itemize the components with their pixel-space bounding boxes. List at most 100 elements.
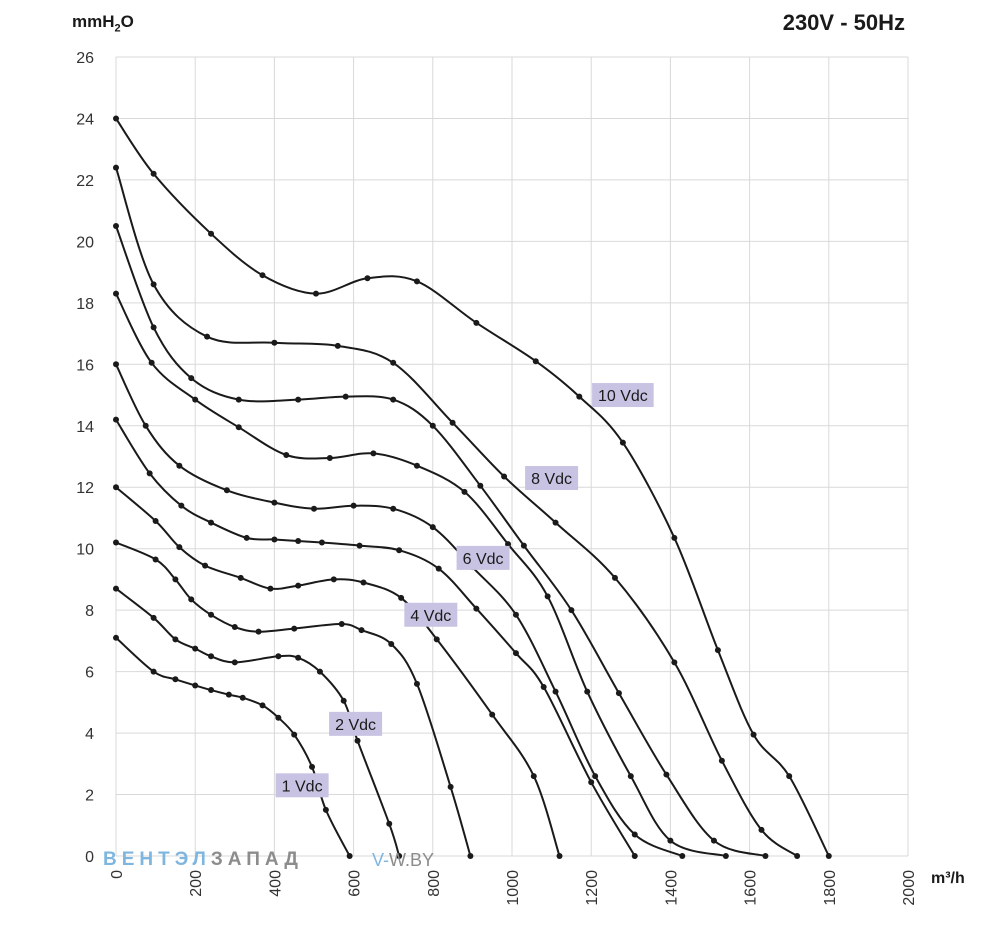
data-point [188,375,195,382]
data-point [275,714,282,721]
data-point [243,534,250,541]
data-point [390,505,397,512]
data-point [295,654,302,661]
data-point [152,518,159,525]
data-point [192,396,199,403]
data-point [255,628,262,635]
data-point [235,396,242,403]
data-point [390,396,397,403]
data-point [505,541,512,548]
curve-label-bg [329,711,383,736]
data-point [312,290,319,297]
data-point [568,607,575,614]
curve-label-bg [592,383,654,408]
data-point [512,611,519,618]
x-tick-label: 1200 [584,870,601,906]
y-tick-label: 2 [85,788,94,805]
data-point [113,361,119,368]
data-point [291,625,298,632]
data-point [346,853,353,859]
y-tick-label: 18 [76,296,94,313]
data-point [271,536,278,543]
data-point [113,416,119,423]
data-point [150,668,157,675]
data-point [178,502,185,509]
data-point [356,542,363,549]
data-point [429,524,436,531]
data-point [477,482,484,489]
curve-labels: 1 Vdc 2 Vdc 4 Vdc 6 Vdc 8 Vdc 10 Vdc [275,383,654,798]
data-point [671,534,678,541]
chart-title: 230V - 50Hz [782,10,905,35]
data-point [146,470,153,477]
data-point [150,170,157,177]
y-tick-label: 22 [76,173,94,190]
data-point [667,837,674,844]
data-point [176,462,183,469]
data-point [627,773,634,780]
data-point [283,451,290,458]
data-point [750,731,757,738]
data-point [295,538,302,545]
y-tick-label: 4 [85,726,94,743]
data-point [311,505,317,512]
data-point [552,688,559,695]
data-point [473,319,480,326]
y-tick-label: 26 [76,50,94,67]
data-point [611,574,618,581]
data-point [398,594,405,601]
data-point [370,450,377,457]
data-point [714,647,721,654]
data-point [386,820,393,827]
data-point [202,562,209,569]
data-point [330,576,337,583]
data-point [671,659,678,666]
data-point [447,783,454,790]
data-point [271,499,278,506]
series-line-5 [115,363,683,857]
data-point [413,680,420,687]
data-point [267,585,274,592]
data-point [520,542,527,549]
curve-label-bg [456,545,510,570]
data-point [433,636,440,643]
data-point [679,853,686,859]
data-point [172,576,179,583]
data-point [413,462,420,469]
data-point [354,737,361,744]
data-point [342,393,349,400]
data-point [615,690,622,697]
data-point [552,519,559,526]
data-point [239,694,246,701]
data-point [172,676,179,683]
data-point [663,771,670,778]
data-point [512,650,519,657]
data-point [631,853,638,859]
x-tick-label: 600 [347,870,364,897]
data-point [318,539,325,546]
data-point [326,455,333,462]
data-point [113,115,119,122]
data-point [150,281,157,288]
curve-label-bg [525,466,579,491]
data-point [449,419,456,426]
y-tick-label: 0 [85,849,94,866]
y-tick-label: 24 [76,111,94,128]
data-point [142,422,149,429]
data-point [113,164,119,171]
data-point [350,502,357,509]
watermark-logo: ВЕНТЭЛЗАПАД [103,849,303,870]
data-point [113,539,119,546]
data-point [150,614,157,621]
data-point [295,582,302,589]
data-point [556,853,563,859]
data-point [204,333,211,340]
data-point [237,574,244,581]
data-point [619,439,626,446]
data-point [338,620,345,627]
data-point [540,683,547,690]
data-point [358,627,365,634]
data-point [722,853,729,859]
